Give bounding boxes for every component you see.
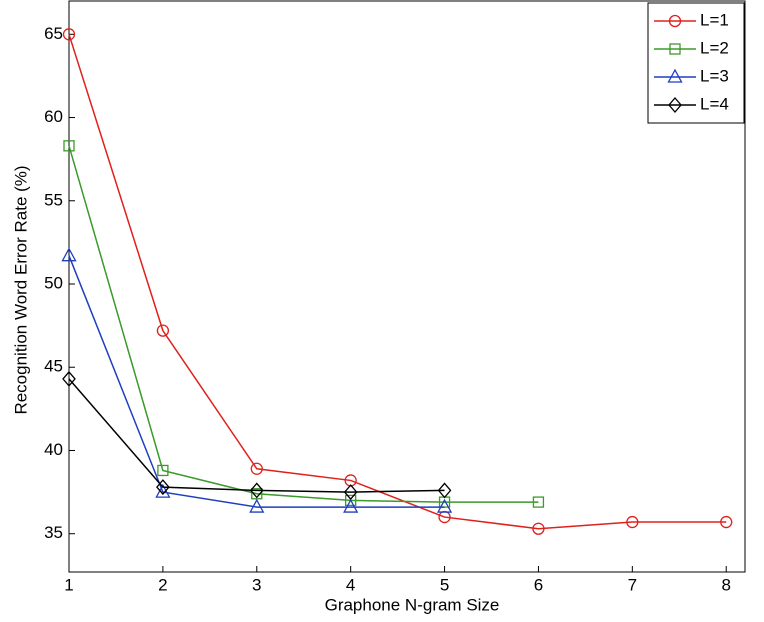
marker	[437, 482, 452, 499]
x-tick-label: 4	[346, 575, 355, 594]
marker	[62, 28, 76, 41]
marker	[61, 247, 77, 262]
series-line	[68, 145, 539, 503]
y-tick-label: 60	[44, 107, 63, 126]
x-tick-label: 5	[440, 575, 449, 594]
plot-frame	[68, 0, 746, 573]
marker	[668, 14, 682, 28]
marker	[669, 43, 681, 55]
legend-box	[647, 2, 745, 124]
marker	[250, 462, 263, 475]
x-tick-label: 8	[721, 575, 730, 594]
marker	[532, 522, 545, 535]
marker	[249, 482, 264, 499]
marker	[343, 498, 359, 513]
marker	[720, 515, 733, 529]
x-tick-label: 1	[64, 575, 73, 594]
marker	[345, 494, 357, 507]
marker	[157, 464, 169, 477]
marker	[626, 515, 639, 529]
x-tick-label: 3	[252, 575, 261, 594]
marker	[343, 484, 358, 501]
marker	[156, 479, 170, 496]
marker	[62, 370, 76, 387]
marker	[668, 97, 682, 113]
marker	[532, 496, 545, 508]
marker	[667, 68, 683, 83]
legend-label: L=2	[700, 38, 729, 57]
legend-label: L=3	[700, 66, 729, 85]
y-tick-label: 50	[44, 273, 63, 292]
marker	[249, 498, 265, 513]
y-tick-label: 65	[44, 24, 63, 43]
series-line	[68, 378, 445, 493]
legend-label: L=1	[700, 10, 729, 29]
series-line	[68, 255, 445, 508]
marker	[156, 324, 170, 337]
y-tick-label: 55	[44, 190, 63, 209]
x-tick-label: 7	[628, 575, 637, 594]
x-axis-label: Graphone N-gram Size	[325, 595, 500, 614]
y-tick-label: 40	[44, 440, 63, 459]
y-tick-label: 35	[44, 523, 63, 542]
x-tick-label: 2	[158, 575, 167, 594]
y-tick-label: 45	[44, 357, 63, 376]
marker	[436, 498, 453, 513]
x-tick-label: 6	[534, 575, 543, 594]
series-line	[68, 34, 727, 530]
marker	[63, 140, 75, 152]
y-axis-label: Recognition Word Error Rate (%)	[11, 165, 30, 414]
legend-label: L=4	[700, 94, 729, 113]
